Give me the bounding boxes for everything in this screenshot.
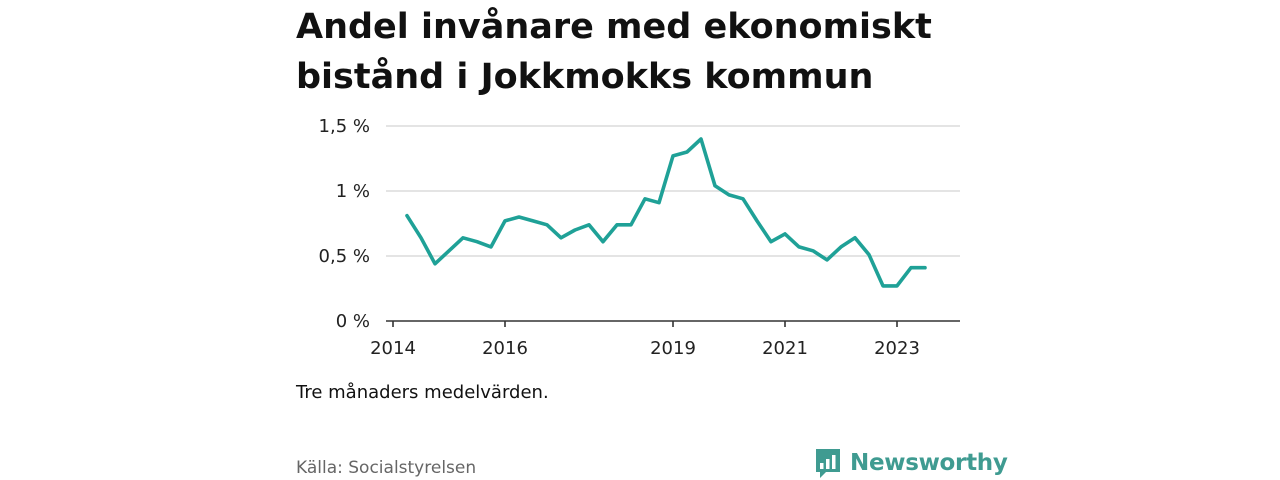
x-tick-label: 2021 bbox=[762, 338, 808, 359]
series-layer bbox=[405, 137, 927, 288]
y-tick-label: 1,5 % bbox=[319, 116, 370, 137]
series-line bbox=[405, 137, 927, 288]
source-credit: Källa: Socialstyrelsen bbox=[296, 458, 477, 478]
gridlines bbox=[386, 125, 960, 257]
x-axis: 2014 2016 2019 2021 2023 bbox=[370, 320, 960, 359]
y-tick-label: 1 % bbox=[336, 181, 370, 202]
brand-logo[interactable]: Newsworthy bbox=[814, 446, 1008, 480]
bar-chart-speech-bubble-icon bbox=[816, 449, 840, 478]
chart-note: Tre månaders medelvärden. bbox=[296, 382, 549, 403]
y-tick-label: 0 % bbox=[336, 311, 370, 332]
brand-name: Newsworthy bbox=[850, 450, 1008, 476]
y-tick-label: 0,5 % bbox=[319, 246, 370, 267]
x-tick-label: 2019 bbox=[650, 338, 696, 359]
y-axis-labels: 0 % 0,5 % 1 % 1,5 % bbox=[319, 116, 370, 332]
x-tick-label: 2023 bbox=[874, 338, 920, 359]
chart-card: Andel invånare med ekonomiskt bistånd i … bbox=[296, 0, 1008, 480]
chart-title: Andel invånare med ekonomiskt bistånd i … bbox=[296, 7, 932, 97]
x-tick-label: 2014 bbox=[370, 338, 416, 359]
x-tick-label: 2016 bbox=[482, 338, 528, 359]
